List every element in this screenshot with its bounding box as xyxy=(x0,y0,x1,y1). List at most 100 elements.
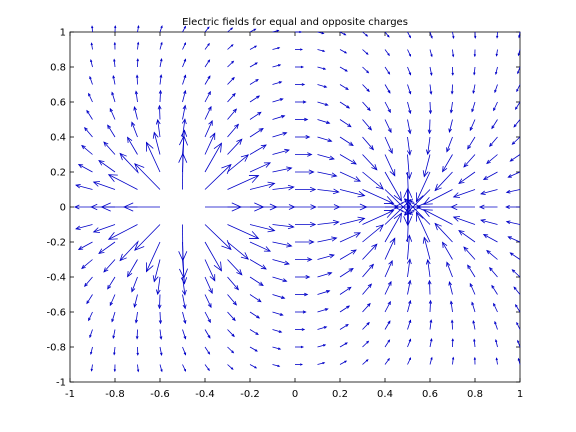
field-arrow xyxy=(446,136,453,153)
field-arrow xyxy=(384,171,402,202)
field-arrow xyxy=(227,154,249,173)
field-arrow xyxy=(204,364,210,372)
field-arrow xyxy=(182,346,187,356)
field-arrow xyxy=(249,62,258,68)
field-arrow xyxy=(249,127,264,138)
field-arrow xyxy=(516,321,521,330)
field-arrow xyxy=(339,66,348,72)
field-arrow xyxy=(249,364,258,369)
field-arrow xyxy=(159,58,163,68)
field-arrow xyxy=(295,48,304,51)
field-arrow xyxy=(339,305,351,313)
field-arrow xyxy=(448,119,453,133)
x-tick-label: 0.2 xyxy=(332,389,348,400)
field-arrow xyxy=(272,259,290,266)
field-arrow xyxy=(90,346,93,355)
field-arrow xyxy=(407,31,412,39)
field-arrow xyxy=(227,60,235,68)
field-arrow xyxy=(295,65,305,69)
field-arrow xyxy=(515,101,521,111)
field-arrow xyxy=(204,259,216,282)
field-arrow xyxy=(317,66,327,70)
x-tick-label: -1 xyxy=(65,389,75,400)
field-arrow xyxy=(272,98,284,103)
field-arrow xyxy=(434,222,453,243)
field-arrow xyxy=(516,84,521,93)
field-arrow xyxy=(90,364,93,372)
field-arrow xyxy=(404,198,431,225)
field-arrow xyxy=(136,364,140,373)
field-arrow xyxy=(317,154,335,161)
field-arrow xyxy=(513,119,521,128)
field-arrow xyxy=(272,64,282,68)
field-arrow xyxy=(505,220,521,225)
field-arrow xyxy=(127,136,138,155)
x-tick-label: -0.4 xyxy=(195,389,215,400)
field-arrow xyxy=(425,258,431,278)
field-arrow xyxy=(448,281,453,295)
field-arrow xyxy=(339,136,354,147)
field-arrow xyxy=(451,49,455,58)
field-arrow xyxy=(227,364,234,370)
field-arrow xyxy=(180,129,188,155)
field-arrow xyxy=(86,294,93,305)
field-arrow xyxy=(507,236,521,243)
field-arrow xyxy=(467,264,476,278)
field-arrow xyxy=(249,79,259,85)
y-tick-label: -0.2 xyxy=(46,238,66,249)
field-arrow xyxy=(204,90,211,103)
field-arrow xyxy=(480,218,498,225)
field-arrow xyxy=(155,276,161,296)
field-arrow xyxy=(339,49,348,54)
field-arrow xyxy=(339,249,357,260)
field-arrow xyxy=(111,91,116,103)
field-arrow xyxy=(113,58,116,68)
field-arrow xyxy=(127,259,138,278)
field-arrow xyxy=(249,276,264,287)
field-arrow xyxy=(478,204,498,210)
field-arrow xyxy=(88,311,93,322)
field-arrow xyxy=(227,123,240,138)
y-tick-label: 0 xyxy=(60,203,66,214)
field-arrow xyxy=(339,84,349,90)
field-arrow xyxy=(471,101,476,113)
field-arrow xyxy=(295,117,309,122)
field-arrow xyxy=(362,224,384,243)
field-arrow xyxy=(88,92,93,103)
chart-title: Electric fields for equal and opposite c… xyxy=(182,17,408,28)
field-arrow xyxy=(227,241,249,260)
field-arrow xyxy=(317,326,328,330)
field-arrow xyxy=(495,49,498,57)
field-arrow xyxy=(92,224,116,233)
field-arrow xyxy=(90,42,93,50)
field-arrow xyxy=(91,25,94,33)
field-arrow xyxy=(272,311,284,316)
field-arrow xyxy=(227,224,260,239)
field-arrow xyxy=(112,329,116,339)
field-arrow xyxy=(89,75,93,85)
field-arrow xyxy=(317,101,329,106)
field-arrow xyxy=(204,105,212,120)
field-arrow xyxy=(131,276,138,293)
field-arrow xyxy=(405,154,413,180)
field-arrow xyxy=(480,189,498,196)
field-arrow xyxy=(384,101,391,114)
field-arrow xyxy=(159,25,163,33)
field-arrow xyxy=(406,258,412,278)
x-tick-label: 0.6 xyxy=(422,389,438,400)
field-arrow xyxy=(158,89,163,103)
field-arrow xyxy=(272,81,283,85)
field-arrow xyxy=(362,189,395,204)
quiver-arrows xyxy=(73,25,521,373)
field-arrow xyxy=(407,119,412,135)
field-arrow xyxy=(107,124,116,138)
field-arrow xyxy=(486,249,498,260)
field-arrow xyxy=(493,302,498,313)
field-arrow xyxy=(339,216,366,225)
field-arrow xyxy=(181,276,187,296)
field-arrow xyxy=(272,166,293,173)
field-arrow xyxy=(450,319,454,330)
field-arrow xyxy=(134,224,161,251)
field-arrow xyxy=(119,152,138,173)
field-arrow xyxy=(135,74,139,85)
